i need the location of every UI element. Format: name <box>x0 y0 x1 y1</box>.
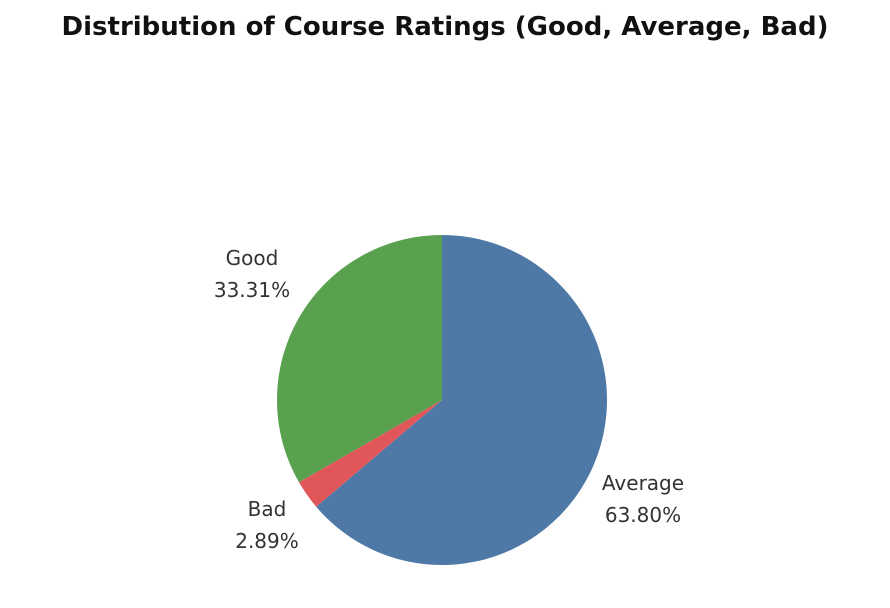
pie-slices <box>277 235 608 565</box>
slice-label-good: Good 33.31% <box>214 246 290 302</box>
slice-label-name: Average <box>602 471 684 495</box>
pie-slice-average <box>316 235 608 565</box>
slice-label-value: 2.89% <box>235 529 299 553</box>
slice-label-value: 63.80% <box>605 503 681 527</box>
pie-labels: Average 63.80% Bad 2.89% Good 33.31% <box>214 246 684 553</box>
slice-label-value: 33.31% <box>214 278 290 302</box>
slice-label-name: Bad <box>248 497 287 521</box>
pie-slice-bad <box>298 400 442 507</box>
slice-label-bad: Bad 2.89% <box>235 497 299 553</box>
chart-title: Distribution of Course Ratings (Good, Av… <box>61 12 829 42</box>
pie-slice-good <box>277 235 442 483</box>
slice-label-name: Good <box>226 246 279 270</box>
slice-label-average: Average 63.80% <box>602 471 684 527</box>
